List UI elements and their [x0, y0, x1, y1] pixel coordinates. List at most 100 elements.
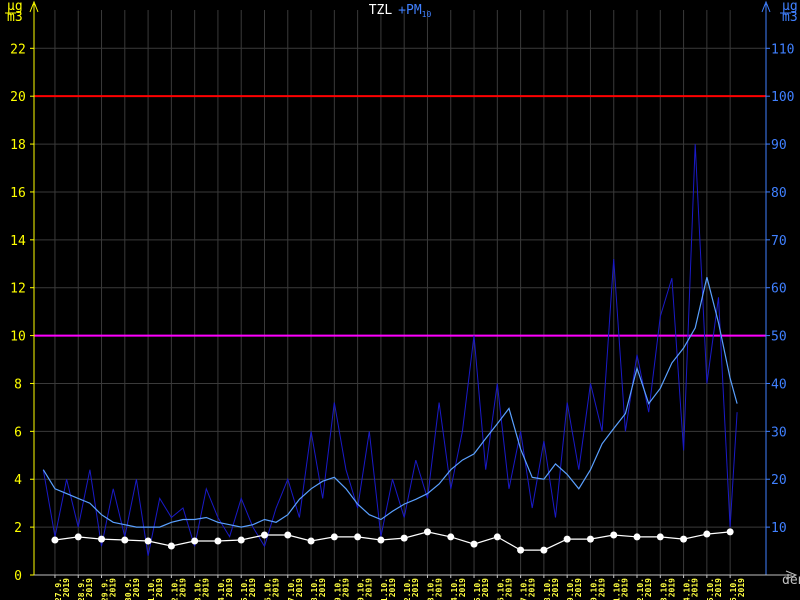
- series-point: [237, 536, 245, 544]
- series-point: [98, 535, 106, 543]
- series-point: [447, 533, 455, 541]
- series-point: [680, 535, 688, 543]
- x-axis-arrow: [785, 570, 798, 580]
- y-unit-den: m3: [7, 10, 23, 25]
- title-second-sub: 10: [422, 10, 432, 19]
- x-tick-label: 19.10.2019: [566, 578, 583, 600]
- y2-unit-den: m3: [782, 10, 798, 25]
- y-unit-num: µg: [7, 0, 23, 14]
- series-point: [354, 533, 362, 541]
- x-tick-label: 30.9.2019: [124, 578, 141, 600]
- x-tick-label: 29.9.2019: [101, 578, 118, 600]
- series-point: [144, 537, 152, 545]
- y2-axis-arrow: [761, 0, 771, 13]
- y-tick-label: 14: [10, 234, 26, 249]
- x-tick-label: 26.10.2019: [729, 578, 746, 600]
- series-point: [633, 533, 641, 541]
- series-point: [260, 531, 268, 539]
- series-point: [493, 533, 501, 541]
- series-point: [214, 537, 222, 545]
- x-tick-label: 25.10.2019: [706, 578, 723, 600]
- series-point: [726, 528, 734, 536]
- y2-tick-label: 10: [771, 521, 787, 536]
- series-point: [517, 546, 525, 554]
- x-tick-label: 9.10.2019: [333, 578, 350, 600]
- title-main: TZL: [369, 3, 393, 18]
- x-tick-label: 8.10.2019: [310, 578, 327, 600]
- x-tick-label: 1.10.2019: [147, 578, 164, 600]
- series-point: [703, 530, 711, 538]
- y-tick-label: 22: [10, 42, 26, 57]
- y-tick-label: 16: [10, 186, 26, 201]
- y2-tick-label: 100: [771, 90, 794, 105]
- series-point: [74, 533, 82, 541]
- y2-tick-label: 80: [771, 186, 787, 201]
- series-point: [377, 536, 385, 544]
- x-tick-label: 3.10.2019: [194, 578, 211, 600]
- x-tick-label: 17.10.2019: [520, 578, 537, 600]
- x-tick-label: 11.10.2019: [380, 578, 397, 600]
- x-tick-label: 15.10.2019: [473, 578, 490, 600]
- series-point: [191, 537, 199, 545]
- y-axis-arrow: [29, 0, 39, 13]
- y2-tick-label: 50: [771, 330, 787, 345]
- x-tick-label: 23.10.2019: [659, 578, 676, 600]
- series-point: [51, 536, 59, 544]
- series-point: [470, 540, 478, 548]
- y2-unit-num: µg: [782, 0, 798, 14]
- series-point: [423, 528, 431, 536]
- axes: µg m3 µg m3 den 0 2 4 6 8 10 12 14 16 18 20 22 10 20 3…: [5, 0, 800, 600]
- series-point: [586, 535, 594, 543]
- series-point: [307, 537, 315, 545]
- y-tick-label: 0: [14, 569, 22, 584]
- x-axis-label: den: [782, 573, 800, 588]
- y2-tick-label: 60: [771, 282, 787, 297]
- x-tick-label: 14.10.2019: [450, 578, 467, 600]
- y2-tick-label: 110: [771, 42, 794, 57]
- x-tick-label: 7.10.2019: [287, 578, 304, 600]
- series-point: [330, 533, 338, 541]
- x-tick-label: 5.10.2019: [240, 578, 257, 600]
- series-line: [42, 144, 738, 556]
- y-tick-label: 2: [14, 521, 22, 536]
- x-tick-label: 16.10.2019: [496, 578, 513, 600]
- x-tick-label: 6.10.2019: [263, 578, 280, 600]
- y2-tick-label: 30: [771, 425, 787, 440]
- x-tick-label: 10.10.2019: [357, 578, 374, 600]
- series-point: [121, 536, 129, 544]
- series-point: [610, 531, 618, 539]
- y-tick-label: 20: [10, 90, 26, 105]
- y2-tick-label: 40: [771, 377, 787, 392]
- x-tick-label: 21.10.2019: [613, 578, 630, 600]
- series-point: [656, 533, 664, 541]
- y-tick-label: 10: [10, 330, 26, 345]
- x-tick-label: 20.10.2019: [589, 578, 606, 600]
- x-tick-label: 22.10.2019: [636, 578, 653, 600]
- y-tick-label: 4: [14, 473, 22, 488]
- x-tick-label: 12.10.2019: [403, 578, 420, 600]
- x-tick-label: 27.9.2019: [54, 578, 71, 600]
- x-tick-label: 24.10.2019: [683, 578, 700, 600]
- y-tick-label: 6: [14, 425, 22, 440]
- chart-title: TZL +PM10: [369, 3, 432, 19]
- grid: [34, 10, 766, 575]
- series-line: [42, 277, 738, 528]
- x-tick-label: 18.10.2019: [543, 578, 560, 600]
- y-tick-label: 12: [10, 282, 26, 297]
- series-point: [400, 534, 408, 542]
- y-tick-label: 8: [14, 377, 22, 392]
- marks: [34, 95, 766, 556]
- series-point: [284, 531, 292, 539]
- series-point: [563, 535, 571, 543]
- x-tick-label: 4.10.2019: [217, 578, 234, 600]
- series-point: [540, 546, 548, 554]
- series-point: [167, 542, 175, 550]
- y2-tick-label: 20: [771, 473, 787, 488]
- x-tick-label: 28.9.2019: [77, 578, 94, 600]
- y2-tick-label: 90: [771, 138, 787, 153]
- y2-tick-label: 70: [771, 234, 787, 249]
- y-tick-label: 18: [10, 138, 26, 153]
- x-tick-label: 13.10.2019: [426, 578, 443, 600]
